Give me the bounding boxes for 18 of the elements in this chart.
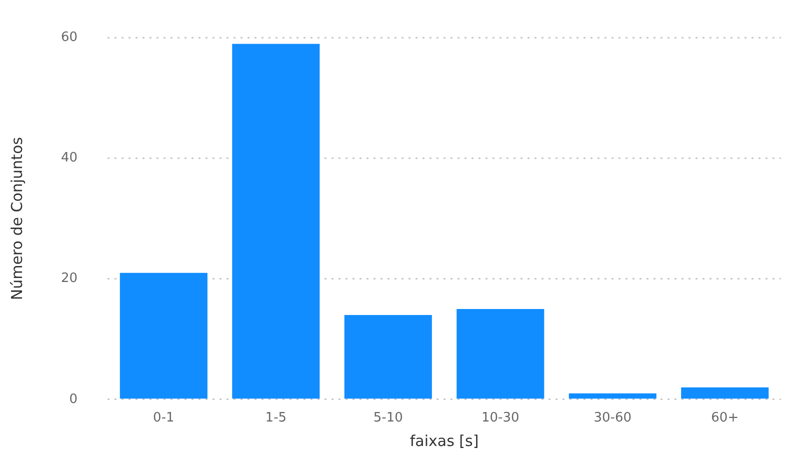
x-tick-label: 10-30: [482, 410, 520, 426]
y-tick-label: 20: [60, 271, 78, 286]
bar: [344, 315, 432, 399]
x-tick-label: 1-5: [265, 410, 287, 426]
bar: [568, 393, 656, 399]
bar: [120, 272, 208, 399]
y-tick-label: 0: [69, 392, 78, 407]
y-tick-label: 60: [60, 30, 78, 46]
x-axis-title: faixas [s]: [410, 432, 479, 450]
bar: [681, 387, 769, 399]
y-tick-label: 40: [60, 150, 78, 166]
x-tick-label: 5-10: [373, 410, 403, 426]
x-tick-label: 0-1: [153, 410, 174, 426]
bar: [456, 309, 544, 399]
x-tick-label: 60+: [711, 410, 739, 426]
bar: [232, 44, 320, 399]
y-axis-title: Número de Conjuntos: [8, 136, 26, 300]
x-tick-label: 30-60: [594, 410, 632, 426]
